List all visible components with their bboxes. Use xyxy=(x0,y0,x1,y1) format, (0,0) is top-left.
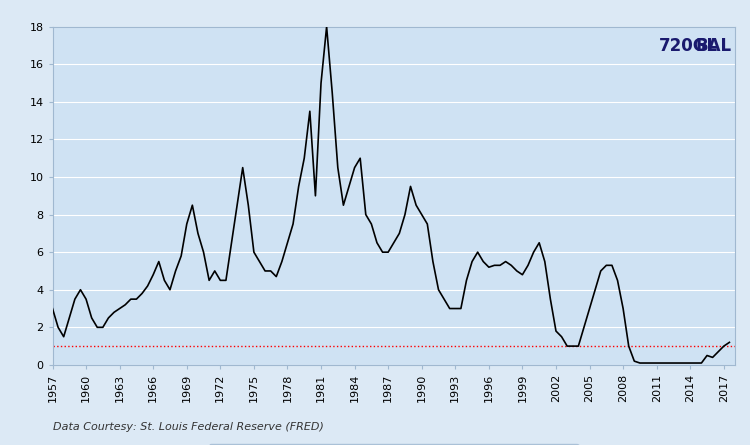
Text: BAL: BAL xyxy=(695,37,731,55)
Text: 720GL: 720GL xyxy=(658,37,718,55)
Text: Data Courtesy: St. Louis Federal Reserve (FRED): Data Courtesy: St. Louis Federal Reserve… xyxy=(53,422,323,432)
Legend: Quarterly Fed Funds, Current Fed Funds: Quarterly Fed Funds, Current Fed Funds xyxy=(209,444,579,445)
